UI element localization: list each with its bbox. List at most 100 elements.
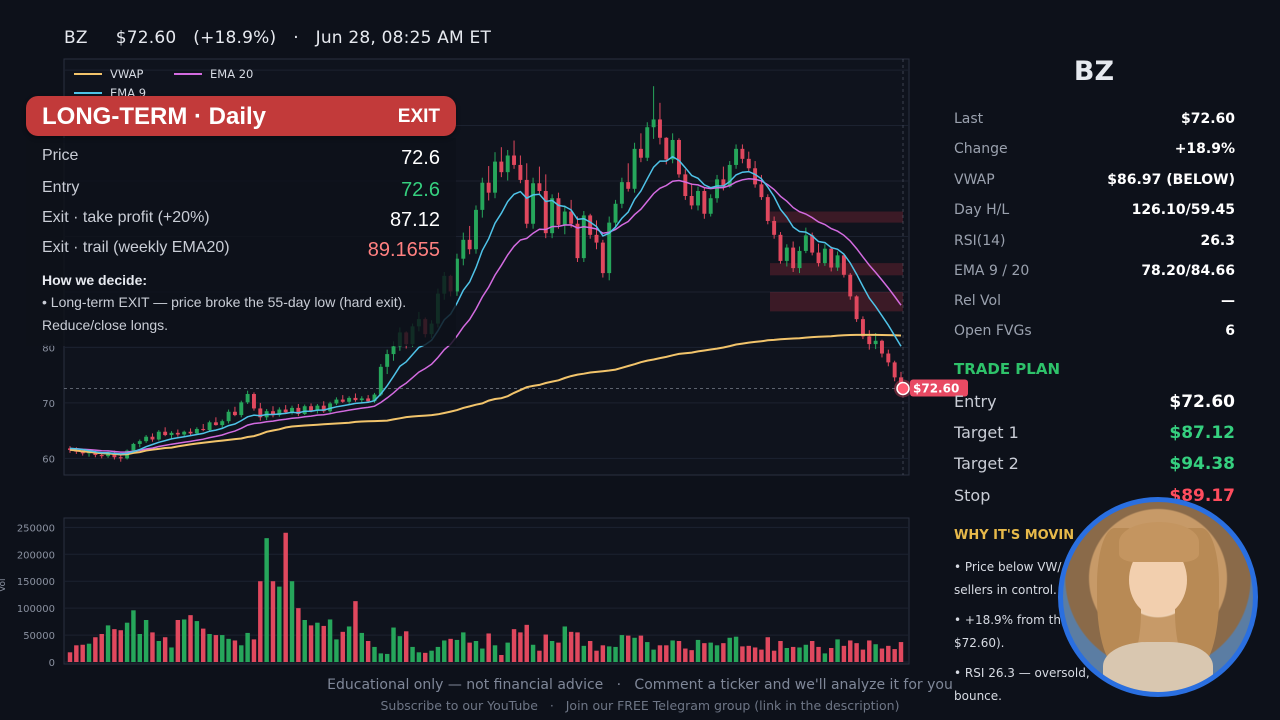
volume-bar <box>543 634 548 662</box>
volume-bar <box>365 641 371 662</box>
avatar-body <box>1103 642 1213 692</box>
volume-bar <box>245 632 250 662</box>
volume-bar <box>879 648 885 662</box>
candle-body <box>169 432 174 436</box>
plan-value: $72.60 <box>1169 392 1235 412</box>
stat-label: Rel Vol <box>954 293 1001 309</box>
candle-body <box>531 183 536 224</box>
stat-value: 126.10/59.45 <box>1131 202 1235 218</box>
candle-body <box>340 399 345 402</box>
volume-bar <box>124 622 130 662</box>
volume-bar <box>638 635 644 662</box>
volume-bar <box>511 629 517 662</box>
volume-bar <box>683 648 688 662</box>
candle-body <box>664 137 669 160</box>
candle-body <box>512 155 517 165</box>
volume-bar <box>689 650 694 662</box>
volume-bar <box>258 581 263 662</box>
volume-bar <box>353 601 358 662</box>
candle-body <box>645 127 650 158</box>
volume-bar <box>461 632 466 662</box>
volume-bar <box>207 634 212 662</box>
volume-bar <box>86 643 92 662</box>
header-ticker: BZ <box>64 28 88 48</box>
candle-body <box>271 411 275 416</box>
volume-tick-label: 250000 <box>17 523 55 534</box>
candle-body <box>201 428 206 431</box>
avatar-hair-top <box>1119 522 1199 562</box>
volume-bar <box>378 653 384 662</box>
why-moving-title: WHY IT'S MOVIN <box>954 528 1075 543</box>
volume-bar <box>321 625 326 662</box>
vwap-line <box>69 333 902 456</box>
volume-bar <box>886 645 891 662</box>
why-line-4: $72.60). <box>954 636 1005 650</box>
candle-body <box>550 198 555 234</box>
volume-bar <box>759 649 764 662</box>
row-trail-value: 89.1655 <box>367 239 440 261</box>
legend-ema20: EMA 20 <box>210 67 253 81</box>
volume-bar <box>162 637 168 662</box>
candle-body <box>461 239 466 259</box>
candle-body <box>822 248 827 264</box>
volume-bar <box>568 631 574 662</box>
presenter-avatar <box>1058 497 1258 697</box>
volume-bar <box>340 631 345 662</box>
candle-body <box>892 362 897 378</box>
candle-body <box>118 457 123 459</box>
volume-bar <box>454 639 460 662</box>
volume-bar <box>251 639 257 662</box>
volume-tick-label: 50000 <box>23 631 55 642</box>
candle-body <box>309 406 314 411</box>
volume-bar <box>403 631 409 662</box>
volume-bar <box>632 637 637 662</box>
volume-bar <box>118 630 123 662</box>
volume-bar <box>581 645 587 662</box>
why-line-5: • RSI 26.3 — oversold, <box>954 666 1090 680</box>
candle-body <box>283 409 288 413</box>
volume-bar <box>562 626 568 662</box>
row-entry-value: 72.6 <box>401 179 440 201</box>
volume-bar <box>80 644 85 662</box>
volume-bar <box>778 641 783 662</box>
candle-body <box>734 148 739 165</box>
stat-label: Change <box>954 141 1008 157</box>
volume-bar <box>816 646 821 662</box>
candle-body <box>537 183 542 192</box>
candle-body <box>854 296 859 320</box>
volume-bar <box>752 647 758 662</box>
candle-body <box>816 252 821 264</box>
volume-bar <box>575 632 580 662</box>
candle-body <box>150 436 155 440</box>
price-tick-label: 80 <box>42 343 55 354</box>
candle-body <box>581 215 586 259</box>
candle-body <box>467 239 472 250</box>
volume-bar <box>200 628 206 662</box>
why-line-6: bounce. <box>954 689 1002 703</box>
volume-bar <box>695 639 701 662</box>
candle-body <box>366 398 371 402</box>
candle-body <box>112 452 117 458</box>
candle-body <box>835 255 840 268</box>
volume-bar <box>239 645 244 662</box>
volume-bar <box>676 641 682 662</box>
volume-bar <box>626 635 631 662</box>
volume-bar <box>315 622 320 662</box>
candle-body <box>753 168 758 185</box>
candle-body <box>778 234 783 261</box>
volume-bar <box>613 646 618 662</box>
volume-bar <box>556 642 561 662</box>
candle-body <box>721 179 726 187</box>
volume-bar <box>492 645 498 662</box>
candle-body <box>867 336 872 345</box>
volume-bar <box>664 645 669 662</box>
volume-bar <box>714 645 720 662</box>
volume-bar <box>771 650 777 662</box>
signal-badge: EXIT <box>397 106 440 127</box>
header-separator: · <box>293 28 299 48</box>
candles <box>68 86 903 462</box>
signal-banner: LONG-TERM · Daily EXIT <box>26 96 456 136</box>
volume-bar <box>435 646 441 662</box>
volume-bar <box>150 632 155 662</box>
candle-body <box>277 409 282 416</box>
